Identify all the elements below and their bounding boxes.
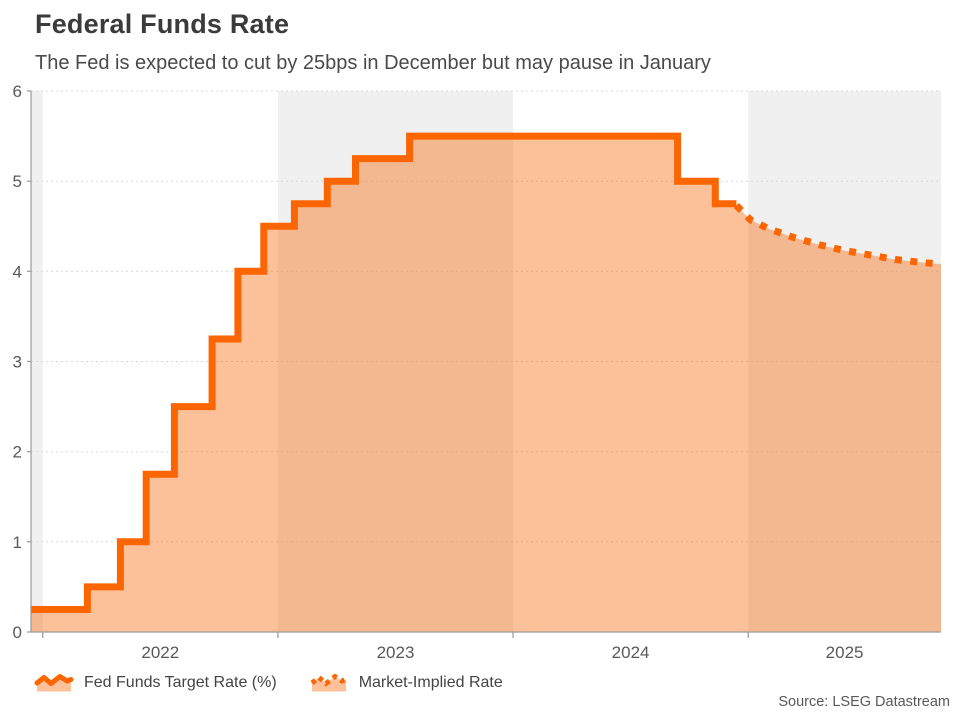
y-tick-label: 5 — [13, 172, 22, 191]
x-tick-label: 2022 — [141, 643, 179, 662]
area-fill — [31, 136, 941, 632]
solid-step-area-swatch-icon — [34, 674, 74, 692]
x-tick-label: 2024 — [612, 643, 650, 662]
y-tick-label: 2 — [13, 443, 22, 462]
chart-title: Federal Funds Rate — [35, 9, 290, 39]
legend-label-target-rate: Fed Funds Target Rate (%) — [84, 674, 277, 691]
dotted-line-area-swatch-icon — [310, 673, 347, 692]
x-tick-label: 2023 — [377, 643, 415, 662]
x-tick-label: 2025 — [826, 643, 864, 662]
legend-label-market-implied: Market-Implied Rate — [358, 674, 503, 691]
target-rate-step-line — [31, 132, 737, 613]
legend-item-market-implied: Market-Implied Rate — [309, 671, 503, 695]
year-shade-band — [748, 91, 941, 632]
y-tick-label: 0 — [13, 623, 22, 642]
legend-item-target-rate: Fed Funds Target Rate (%) — [34, 671, 277, 695]
y-tick-label: 1 — [13, 533, 22, 552]
legend: Fed Funds Target Rate (%) Market-Implied… — [34, 668, 503, 698]
y-tick-label: 6 — [13, 82, 22, 101]
y-tick-label: 4 — [13, 262, 22, 281]
source-attribution: Source: LSEG Datastream — [778, 694, 950, 710]
y-tick-label: 3 — [13, 353, 22, 372]
chart-subtitle: The Fed is expected to cut by 25bps in D… — [35, 52, 711, 74]
